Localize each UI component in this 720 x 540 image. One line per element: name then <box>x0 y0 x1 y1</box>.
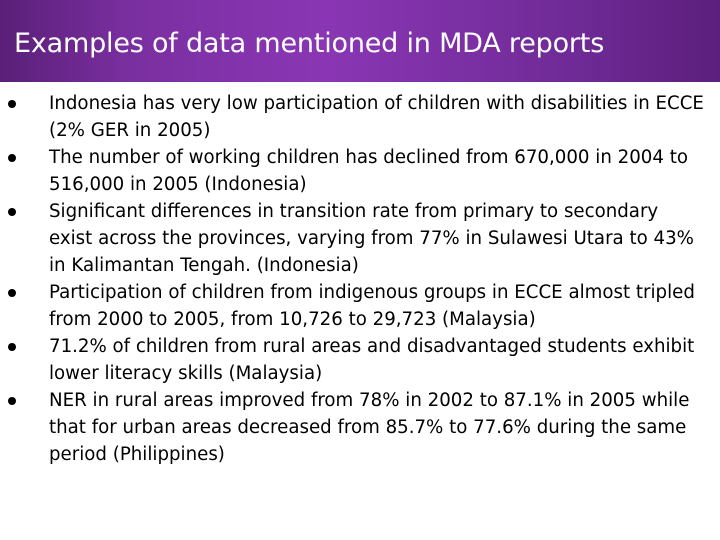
bullet-text: Significant differences in transition ra… <box>49 201 694 276</box>
bullet-dot-icon <box>8 289 16 297</box>
bullet-dot-icon <box>8 100 16 108</box>
bullet-list: Indonesia has very low participation of … <box>0 90 720 468</box>
bullet-item: Significant differences in transition ra… <box>0 198 720 279</box>
bullet-text: 71.2% of children from rural areas and d… <box>49 336 695 384</box>
bullet-item: NER in rural areas improved from 78% in … <box>0 387 720 468</box>
bullet-dot-icon <box>8 154 16 162</box>
title-bar: Examples of data mentioned in MDA report… <box>0 0 720 82</box>
bullet-text: NER in rural areas improved from 78% in … <box>49 390 690 465</box>
bullet-item: Participation of children from indigenou… <box>0 279 720 333</box>
bullet-item: 71.2% of children from rural areas and d… <box>0 333 720 387</box>
bullet-item: Indonesia has very low participation of … <box>0 90 720 144</box>
bullet-dot-icon <box>8 397 16 405</box>
bullet-dot-icon <box>8 208 16 216</box>
bullet-text: Indonesia has very low participation of … <box>49 93 704 141</box>
bullet-dot-icon <box>8 343 16 351</box>
bullet-text: Participation of children from indigenou… <box>49 282 695 330</box>
slide-title: Examples of data mentioned in MDA report… <box>14 28 605 59</box>
bullet-text: The number of working children has decli… <box>49 147 688 195</box>
bullet-item: The number of working children has decli… <box>0 144 720 198</box>
